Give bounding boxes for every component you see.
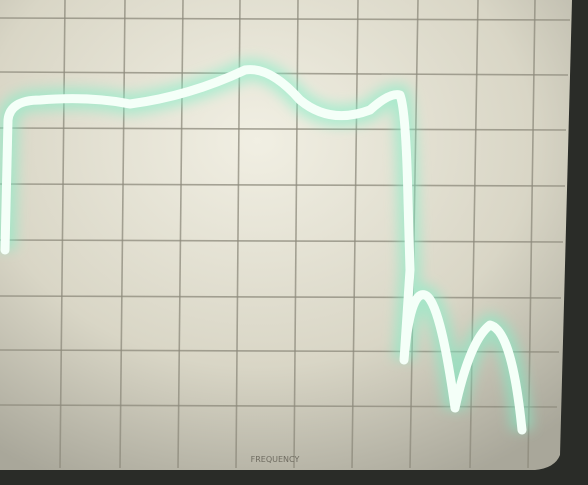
screen (0, 0, 572, 470)
oscilloscope-photo: FREQUENCY (0, 0, 588, 485)
page: FREQUENCY (() => { const data = JSON.par… (0, 0, 588, 485)
x-axis-label: FREQUENCY (251, 455, 300, 464)
